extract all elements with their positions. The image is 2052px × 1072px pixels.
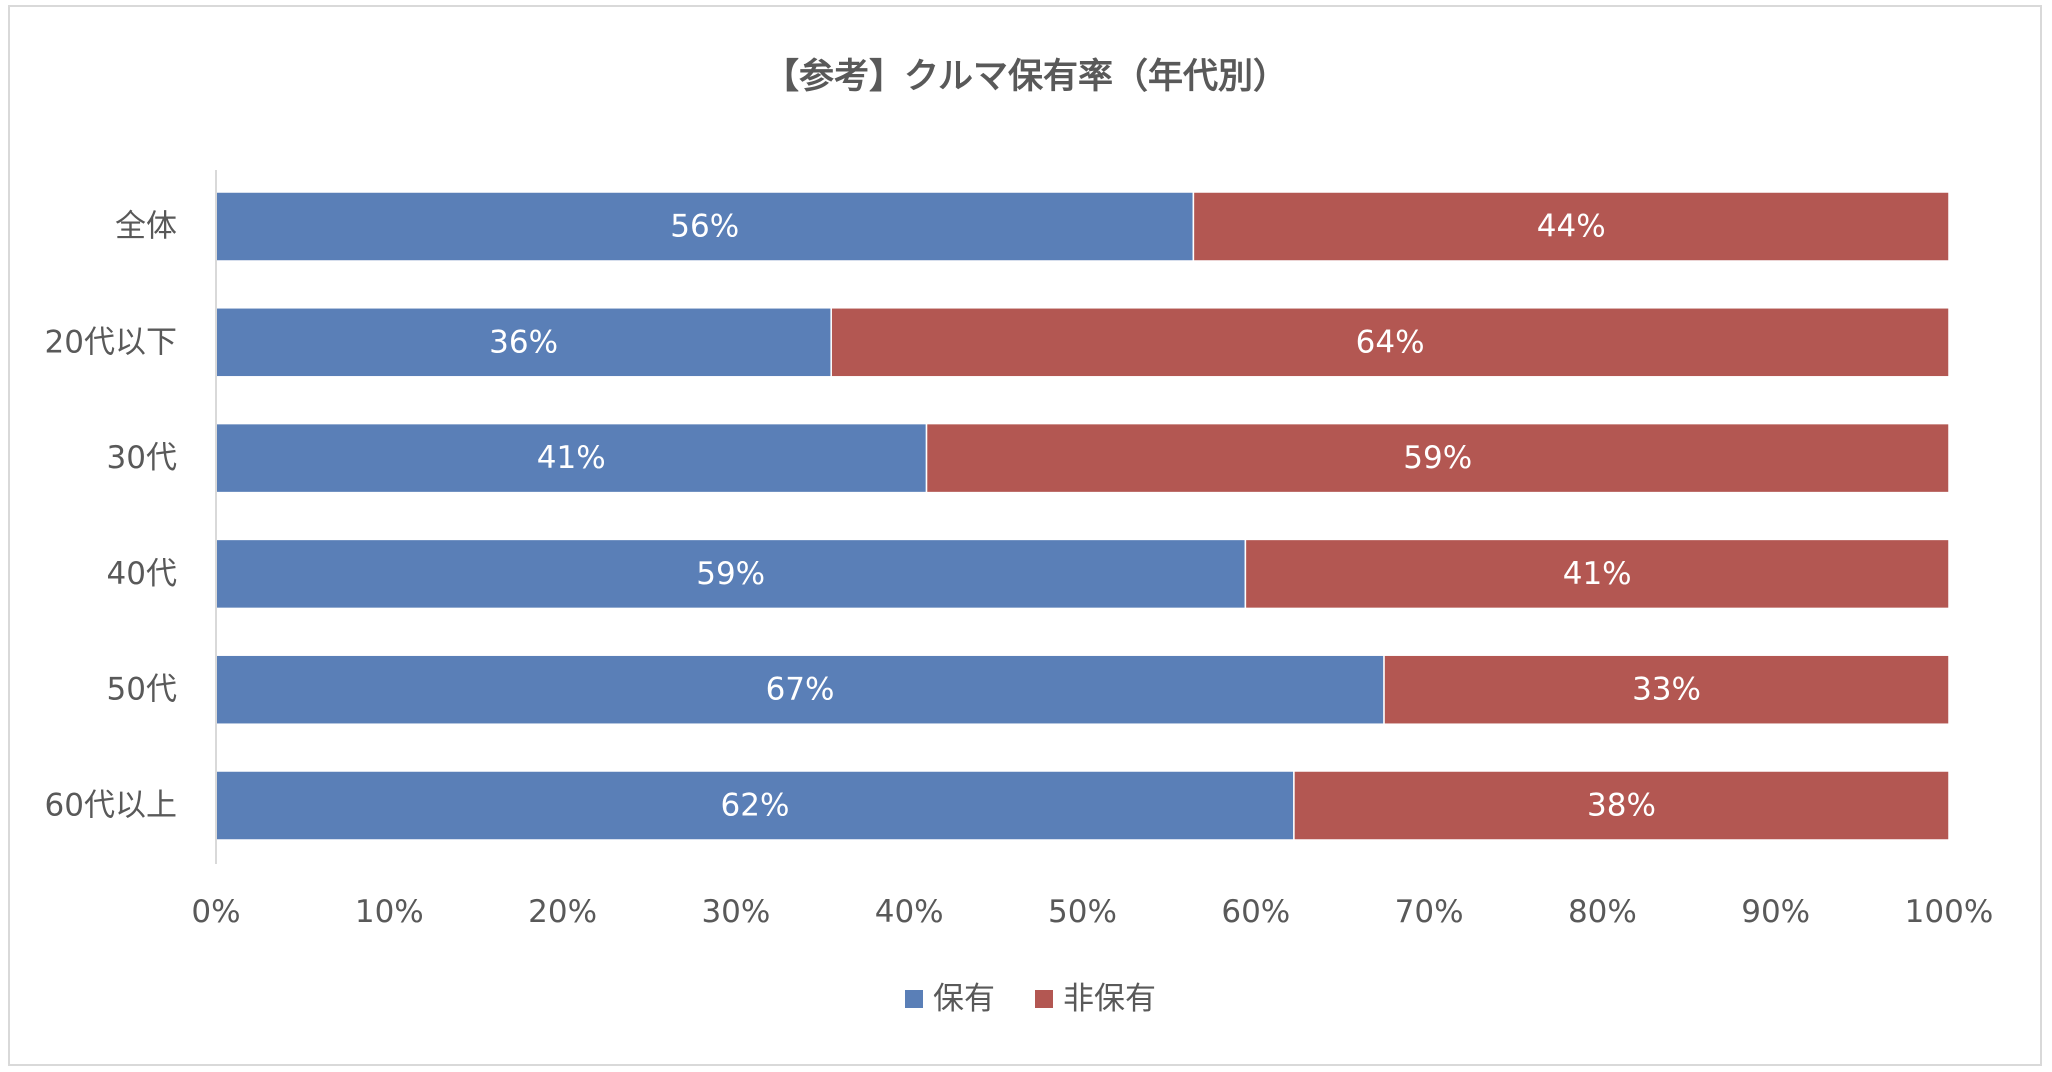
data-label: 62%	[721, 788, 790, 824]
data-label: 64%	[1356, 324, 1425, 360]
bar-not-owned	[1192, 191, 1950, 262]
data-label: 59%	[696, 556, 765, 592]
bar-owned	[215, 191, 1195, 262]
data-label: 38%	[1587, 788, 1656, 824]
bar-owned	[215, 307, 832, 378]
data-label: 56%	[670, 209, 739, 245]
bar-owned	[215, 770, 1295, 841]
x-tick-label: 30%	[701, 894, 770, 930]
data-label: 33%	[1632, 672, 1701, 708]
data-label: 44%	[1537, 209, 1606, 245]
category-label: 20代以下	[45, 324, 177, 360]
chart-title: 【参考】クルマ保有率（年代別）	[764, 57, 1288, 97]
bar-not-owned	[1383, 654, 1950, 725]
legend-swatch	[1035, 990, 1053, 1008]
bar-not-owned	[1293, 770, 1950, 841]
x-tick-label: 20%	[528, 894, 597, 930]
x-tick-label: 90%	[1741, 894, 1810, 930]
legend-label: 非保有	[1063, 981, 1156, 1017]
category-label: 40代	[107, 556, 177, 592]
category-label: 60代以上	[45, 788, 177, 824]
x-tick-label: 100%	[1905, 894, 1994, 930]
data-label: 41%	[537, 440, 606, 476]
x-tick-label: 40%	[875, 894, 944, 930]
bar-owned	[215, 422, 928, 494]
x-tick-label: 10%	[355, 894, 424, 930]
category-label: 30代	[107, 440, 177, 476]
x-tick-label: 70%	[1395, 894, 1464, 930]
category-label: 全体	[115, 209, 177, 245]
legend-swatch	[905, 990, 923, 1008]
x-tick-label: 80%	[1568, 894, 1637, 930]
bar-not-owned	[830, 307, 1950, 378]
chart-frame	[8, 5, 2042, 1066]
x-tick-label: 50%	[1048, 894, 1117, 930]
category-label: 50代	[107, 672, 177, 708]
bar-owned	[215, 654, 1385, 725]
bar-not-owned	[925, 422, 1950, 494]
data-label: 67%	[766, 672, 835, 708]
data-label: 36%	[489, 324, 558, 360]
legend-label: 保有	[933, 981, 995, 1017]
bar-not-owned	[1244, 538, 1950, 610]
x-tick-label: 60%	[1221, 894, 1290, 930]
x-tick-label: 0%	[191, 894, 240, 930]
data-label: 59%	[1403, 440, 1472, 476]
data-label: 41%	[1563, 556, 1632, 592]
